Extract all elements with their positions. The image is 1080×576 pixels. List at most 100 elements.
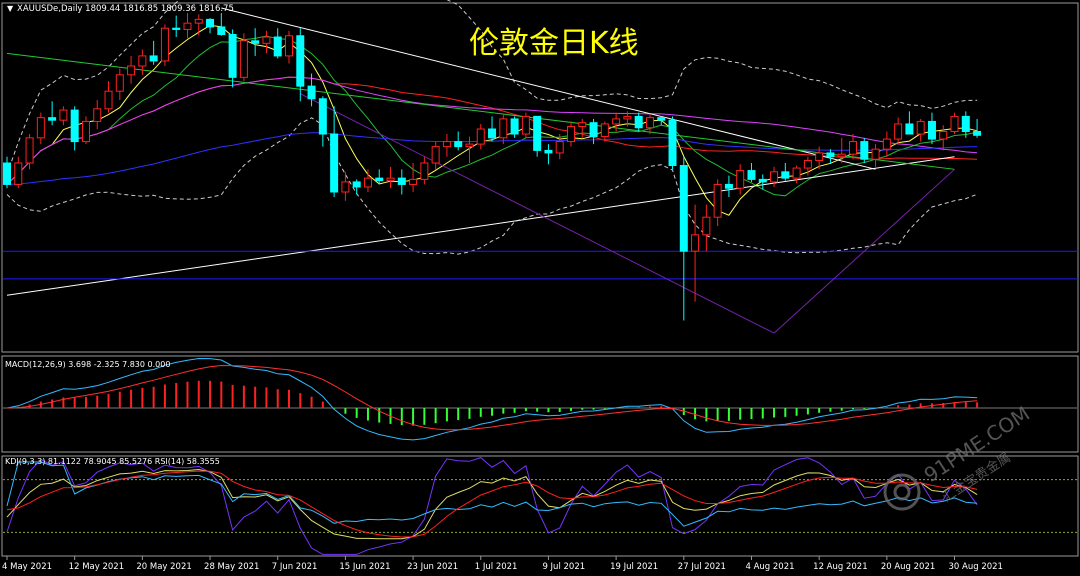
pane-frames xyxy=(1,2,1079,557)
candle-body xyxy=(307,85,316,100)
candle-body xyxy=(961,115,970,133)
candle-body xyxy=(871,148,880,160)
candle-body xyxy=(3,162,11,185)
candle-body xyxy=(521,115,530,135)
candle-body xyxy=(228,33,237,78)
candle-body xyxy=(36,117,45,139)
candle-body xyxy=(273,36,282,57)
candle-body xyxy=(510,118,519,135)
bollinger-upper xyxy=(6,0,978,175)
candle-body xyxy=(341,181,350,193)
chart-title: 伦敦金日K线 xyxy=(469,26,639,61)
kdj-d-line xyxy=(6,470,978,538)
macd-label: MACD(12,26,9) 3.698 -2.325 7.830 0.000 xyxy=(5,360,170,369)
trendline-0 xyxy=(221,7,876,170)
candle-body xyxy=(262,36,271,44)
candle-body xyxy=(589,122,598,138)
candle-body xyxy=(172,27,181,30)
candle-body xyxy=(318,98,327,135)
x-tick-label: 20 May 2021 xyxy=(136,562,191,572)
candle-body xyxy=(927,120,936,140)
candle-body xyxy=(837,153,846,158)
candle-body xyxy=(555,141,564,154)
x-tick-label: 28 May 2021 xyxy=(204,562,259,572)
candle-body xyxy=(59,109,68,121)
candle-body xyxy=(285,35,293,57)
candle-body xyxy=(206,18,215,28)
candle-body xyxy=(770,171,779,183)
candle-body xyxy=(826,152,835,158)
candle-body xyxy=(14,162,23,185)
symbol-header: XAUUSDe,Daily 1809.44 1816.85 1809.36 18… xyxy=(17,4,234,14)
candle-body xyxy=(25,137,34,164)
rsi-line xyxy=(6,461,978,527)
candle-body xyxy=(397,177,406,185)
candle-body xyxy=(973,131,982,136)
candle-body xyxy=(465,143,474,148)
candle-body xyxy=(950,115,959,133)
kdj-k-line xyxy=(6,468,978,540)
candle-body xyxy=(476,128,485,145)
x-tick-label: 12 Aug 2021 xyxy=(813,562,867,572)
candle-body xyxy=(894,123,903,140)
candle-body xyxy=(352,181,361,188)
x-tick-label: 23 Jun 2021 xyxy=(407,562,458,572)
candle-body xyxy=(115,74,124,92)
candle-body xyxy=(578,122,587,127)
candle-body xyxy=(138,55,147,67)
macd-signal-line xyxy=(6,364,978,431)
candle-body xyxy=(81,120,90,143)
candle-body xyxy=(702,216,711,236)
candle-body xyxy=(815,152,824,161)
candle-body xyxy=(567,125,575,143)
candle-body xyxy=(645,117,654,129)
x-tick-label: 1 Jul 2021 xyxy=(475,562,518,572)
candle-body xyxy=(747,170,756,180)
candle-body xyxy=(713,183,722,218)
candle-body xyxy=(488,128,497,139)
candle-body xyxy=(149,55,158,62)
candle-body xyxy=(612,118,621,125)
macd-line xyxy=(6,357,978,441)
candle-body xyxy=(104,90,113,110)
bollinger-lower xyxy=(6,117,978,255)
header-triangle-icon: ▼ xyxy=(7,4,14,13)
candle-body xyxy=(217,26,226,35)
candle-body xyxy=(454,141,463,148)
candle-body xyxy=(375,177,384,182)
x-tick-label: 15 Jun 2021 xyxy=(339,562,390,572)
candle-body xyxy=(600,123,609,138)
ma-line-ma-long xyxy=(6,76,978,185)
kdj-pane-frame xyxy=(1,455,1079,557)
candle-body xyxy=(183,22,192,30)
x-tick-label: 12 May 2021 xyxy=(69,562,124,572)
kdj-rsi-label: KDJ(9,3,3) 81.1122 78.9045 85.5276 RSI(1… xyxy=(5,457,220,466)
candle-body xyxy=(93,108,102,122)
trendline-6 xyxy=(773,168,955,334)
candle-body xyxy=(792,167,801,179)
ma-line-ma-mid xyxy=(6,35,978,197)
x-axis: 4 May 2021 12 May 2021 20 May 2021 28 May 2… xyxy=(2,556,1003,572)
candle-body xyxy=(679,165,688,252)
candles xyxy=(3,13,982,321)
candle-body xyxy=(736,170,745,189)
watermark-logo-inner xyxy=(893,483,911,501)
kdj-rsi-pane xyxy=(3,457,1077,555)
candle-body xyxy=(48,117,57,121)
candle-body xyxy=(442,141,451,148)
candle-body xyxy=(533,115,542,151)
candle-body xyxy=(634,115,643,129)
candle-body xyxy=(544,149,553,154)
x-tick-label: 4 Aug 2021 xyxy=(745,562,794,572)
candle-body xyxy=(803,159,812,169)
candle-body xyxy=(758,178,767,183)
candle-body xyxy=(363,177,372,188)
candle-body xyxy=(724,183,733,189)
candle-body xyxy=(160,27,169,62)
x-tick-label: 9 Jul 2021 xyxy=(542,562,585,572)
candle-body xyxy=(781,171,790,179)
macd-pane-frame xyxy=(1,355,1079,453)
candle-body xyxy=(882,138,891,150)
candle-body xyxy=(860,141,869,160)
